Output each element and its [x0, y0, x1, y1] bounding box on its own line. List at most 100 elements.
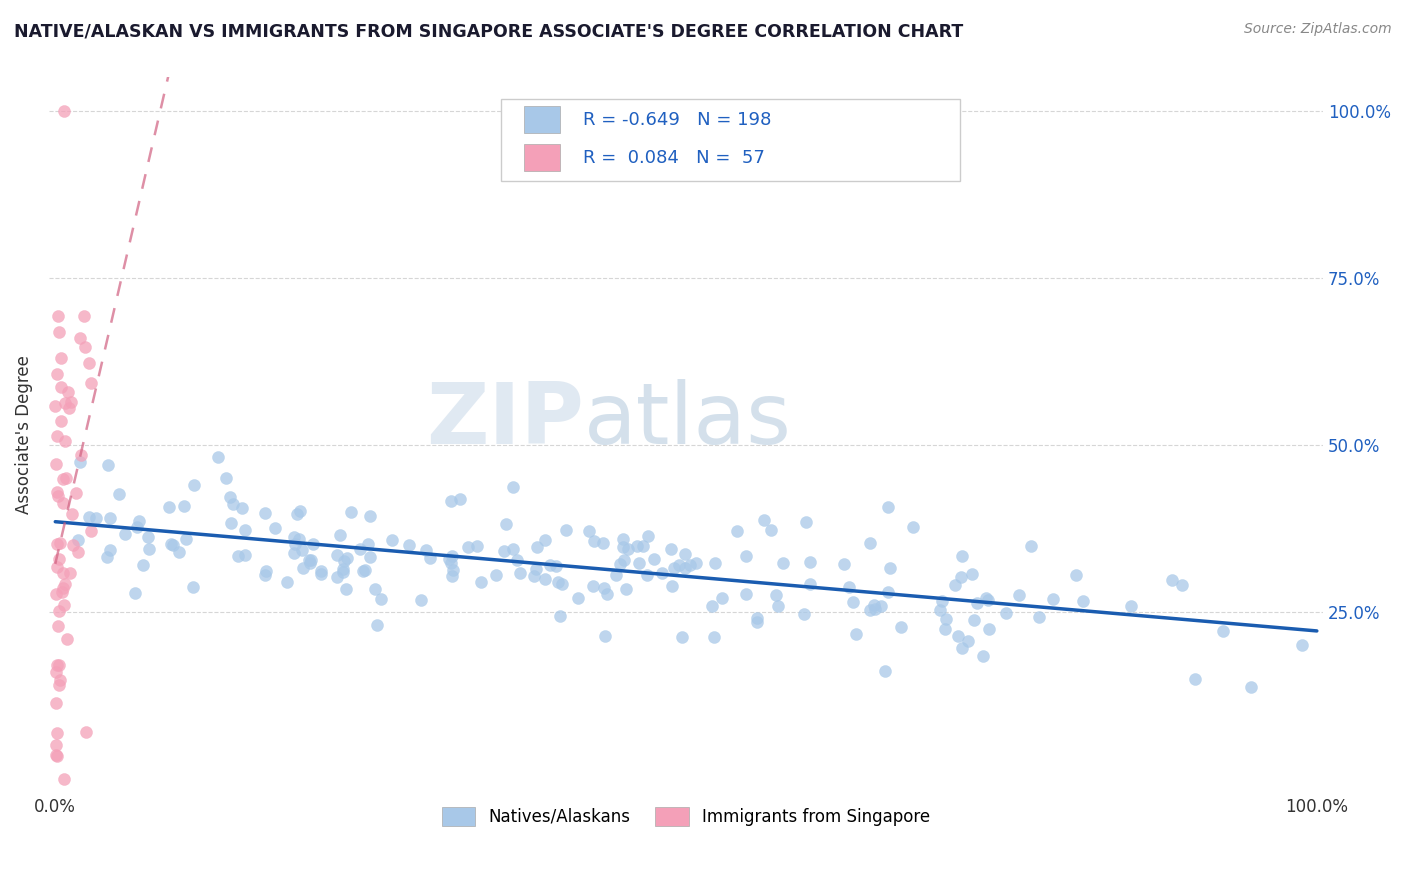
Point	[509, 566, 531, 581]
Point	[46, 657, 69, 672]
Point	[702, 599, 724, 613]
Bar	[524, 106, 560, 134]
Point	[671, 630, 693, 644]
Point	[593, 629, 616, 643]
Point	[45, 485, 67, 500]
Point	[546, 558, 568, 573]
Point	[1008, 588, 1031, 602]
Point	[636, 568, 658, 582]
Point	[627, 556, 650, 570]
Point	[547, 574, 569, 589]
Point	[592, 535, 614, 549]
Point	[441, 549, 464, 564]
Point	[879, 561, 901, 575]
Point	[449, 491, 471, 506]
Point	[554, 523, 576, 537]
Point	[218, 490, 240, 504]
Point	[492, 543, 515, 558]
Point	[48, 657, 70, 672]
Point	[945, 577, 967, 591]
Point	[364, 582, 387, 596]
Point	[288, 532, 311, 546]
Point	[298, 553, 321, 567]
Text: Source: ZipAtlas.com: Source: ZipAtlas.com	[1244, 22, 1392, 37]
Point	[370, 592, 392, 607]
Point	[79, 356, 101, 370]
Text: ZIP: ZIP	[426, 379, 583, 462]
Point	[747, 615, 769, 630]
Point	[332, 562, 354, 576]
Point	[735, 549, 758, 564]
Point	[332, 554, 354, 568]
Point	[609, 557, 631, 571]
Point	[495, 517, 517, 532]
Point	[929, 602, 952, 616]
Point	[45, 696, 67, 710]
Point	[485, 568, 508, 582]
Point	[966, 596, 988, 610]
Point	[60, 507, 83, 521]
Point	[357, 537, 380, 551]
Point	[59, 394, 82, 409]
Point	[283, 546, 305, 560]
Point	[567, 591, 589, 606]
Point	[437, 552, 460, 566]
Point	[96, 549, 118, 564]
Point	[1160, 573, 1182, 587]
Point	[75, 340, 97, 354]
Text: R =  0.084   N =  57: R = 0.084 N = 57	[583, 149, 765, 167]
Point	[56, 632, 79, 646]
Point	[46, 619, 69, 633]
Point	[231, 501, 253, 516]
Point	[974, 591, 997, 605]
Point	[48, 325, 70, 339]
Point	[222, 497, 245, 511]
Point	[765, 588, 787, 602]
Point	[931, 593, 953, 607]
Point	[335, 582, 357, 597]
Point	[440, 494, 463, 508]
Point	[291, 561, 314, 575]
Point	[359, 549, 381, 564]
Point	[340, 505, 363, 519]
Point	[637, 529, 659, 543]
Point	[1119, 599, 1142, 613]
Point	[332, 566, 354, 580]
Point	[952, 641, 974, 656]
Point	[863, 602, 886, 616]
Point	[55, 471, 77, 485]
Point	[97, 458, 120, 473]
Point	[70, 448, 93, 462]
Text: atlas: atlas	[583, 379, 792, 462]
Point	[283, 530, 305, 544]
Point	[53, 772, 76, 787]
Point	[326, 548, 349, 562]
Point	[215, 470, 238, 484]
Point	[703, 556, 725, 570]
Point	[48, 678, 70, 692]
Text: NATIVE/ALASKAN VS IMMIGRANTS FROM SINGAPORE ASSOCIATE'S DEGREE CORRELATION CHART: NATIVE/ALASKAN VS IMMIGRANTS FROM SINGAP…	[14, 22, 963, 40]
Point	[45, 457, 67, 471]
Point	[336, 550, 359, 565]
Point	[725, 524, 748, 538]
Point	[752, 513, 775, 527]
Point	[441, 563, 464, 577]
Point	[46, 367, 69, 381]
Point	[79, 376, 101, 390]
Point	[1184, 672, 1206, 686]
Point	[994, 607, 1017, 621]
Point	[45, 738, 67, 752]
Point	[302, 536, 325, 550]
Point	[794, 515, 817, 529]
Point	[366, 617, 388, 632]
Point	[673, 547, 696, 561]
Point	[219, 516, 242, 530]
Point	[301, 553, 323, 567]
Point	[668, 558, 690, 572]
Point	[49, 673, 72, 687]
Point	[138, 541, 160, 556]
Point	[52, 496, 75, 510]
Point	[46, 489, 69, 503]
Point	[612, 540, 634, 554]
Point	[838, 580, 860, 594]
